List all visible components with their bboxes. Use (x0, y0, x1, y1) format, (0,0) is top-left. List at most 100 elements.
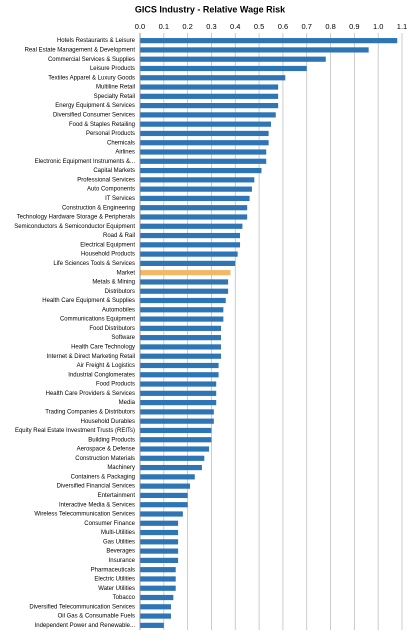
bar (140, 56, 326, 62)
y-tick-label: Air Freight & Logistics (77, 363, 135, 369)
y-tick-label: Industrial Conglomerates (68, 372, 135, 378)
y-tick-label: IT Services (105, 196, 135, 202)
bar (140, 242, 241, 248)
bar (140, 297, 226, 304)
y-tick-label: Health Care Equipment & Supplies (42, 298, 135, 304)
bar (140, 140, 269, 146)
bar (140, 186, 252, 192)
bar (140, 353, 221, 359)
x-tick-label: 0.2 (182, 22, 192, 31)
y-tick-label: Specialty Retail (94, 94, 135, 100)
bar (140, 195, 250, 202)
y-tick-label: Building Products (88, 437, 135, 443)
y-tick-label: Multiline Retail (96, 85, 135, 91)
y-tick-label: Metals & Mining (92, 280, 135, 286)
y-tick-label: Leisure Products (90, 66, 135, 72)
y-tick-label: Professional Services (77, 177, 135, 183)
y-tick-label: Containers & Packaging (71, 474, 135, 480)
y-tick-label: Auto Components (87, 187, 135, 193)
bar (140, 270, 231, 276)
bar (140, 325, 221, 331)
bar (140, 75, 286, 81)
bar (140, 307, 224, 313)
bar (140, 427, 212, 434)
y-tick-label: Market (117, 270, 136, 276)
y-tick-label: Equity Real Estate Investment Trusts (RE… (15, 428, 135, 434)
y-tick-label: Insurance (109, 558, 136, 564)
x-tick-label: 0.0 (135, 22, 145, 31)
y-tick-label: Life Sciences Tools & Services (53, 261, 135, 267)
bar (140, 112, 276, 118)
bar (140, 576, 176, 582)
y-tick-label: Food & Staples Retailing (69, 122, 135, 128)
bar (140, 446, 210, 452)
y-tick-label: Road & Rail (103, 233, 135, 239)
bar (140, 232, 241, 239)
bar (140, 65, 307, 72)
bar (140, 585, 176, 591)
bar (140, 548, 179, 554)
x-tick-label: 1.0 (373, 22, 383, 31)
y-tick-label: Machinery (107, 465, 135, 471)
bar (140, 167, 262, 174)
y-tick-label: Diversified Consumer Services (53, 112, 135, 118)
bar (140, 511, 183, 517)
y-tick-label: Internet & Direct Marketing Retail (47, 354, 135, 360)
y-tick-label: Oil Gas & Consumable Fuels (58, 614, 135, 620)
bar (140, 214, 248, 220)
bar (140, 390, 217, 396)
bar (140, 158, 267, 164)
bar (140, 437, 212, 443)
y-tick-label: Health Care Providers & Services (46, 391, 135, 397)
bar (140, 260, 236, 266)
y-tick-label: Wireless Telecommunication Services (34, 512, 135, 518)
y-tick-label: Semiconductors & Semiconductor Equipment (14, 224, 135, 230)
bar (140, 205, 248, 211)
bar (140, 38, 398, 44)
bar (140, 251, 238, 257)
bar (140, 622, 164, 628)
x-tick-label: 0.5 (254, 22, 264, 31)
y-tick-label: Textiles Apparel & Luxury Goods (48, 75, 135, 81)
y-tick-label: Gas Utilities (103, 539, 135, 545)
bar (140, 223, 243, 229)
bar (140, 409, 214, 415)
x-tick-label: 0.1 (159, 22, 169, 31)
y-tick-label: Trading Companies & Distributors (45, 409, 135, 415)
chart-title: GICS Industry - Relative Wage Risk (135, 4, 286, 14)
x-tick-label: 1.1 (397, 22, 407, 31)
y-tick-label: Diversified Telecommunication Services (29, 604, 135, 610)
y-tick-label: Airlines (115, 150, 135, 156)
y-tick-label: Commercial Services & Supplies (48, 57, 135, 63)
y-tick-label: Multi-Utilities (101, 530, 135, 536)
y-tick-label: Independent Power and Renewable... (35, 623, 136, 629)
y-tick-label: Tobacco (113, 595, 136, 601)
x-tick-label: 0.9 (349, 22, 359, 31)
y-tick-label: Energy Equipment & Services (55, 103, 135, 109)
y-tick-label: Distributors (105, 289, 135, 295)
bar (140, 483, 191, 489)
bar (140, 418, 214, 424)
y-tick-label: Household Products (81, 252, 135, 258)
y-tick-label: Entertainment (98, 493, 136, 499)
bar (140, 594, 174, 601)
bar (140, 474, 195, 480)
bar (140, 344, 221, 350)
bar (140, 84, 279, 90)
y-tick-label: Pharmaceuticals (91, 567, 135, 573)
x-tick-label: 0.3 (206, 22, 216, 31)
y-tick-label: Electric Utilities (94, 577, 135, 583)
bar (140, 400, 217, 406)
bar (140, 316, 224, 322)
y-tick-label: Household Durables (81, 419, 135, 425)
bar (140, 372, 219, 378)
bar (140, 455, 205, 461)
y-tick-label: Food Products (96, 382, 135, 388)
bar (140, 492, 188, 499)
y-tick-label: Automobiles (102, 307, 135, 313)
y-tick-label: Beverages (106, 549, 135, 555)
y-tick-label: Food Distributors (89, 326, 135, 332)
y-tick-label: Communications Equipment (60, 317, 135, 323)
y-tick-label: Water Utilities (98, 586, 135, 592)
